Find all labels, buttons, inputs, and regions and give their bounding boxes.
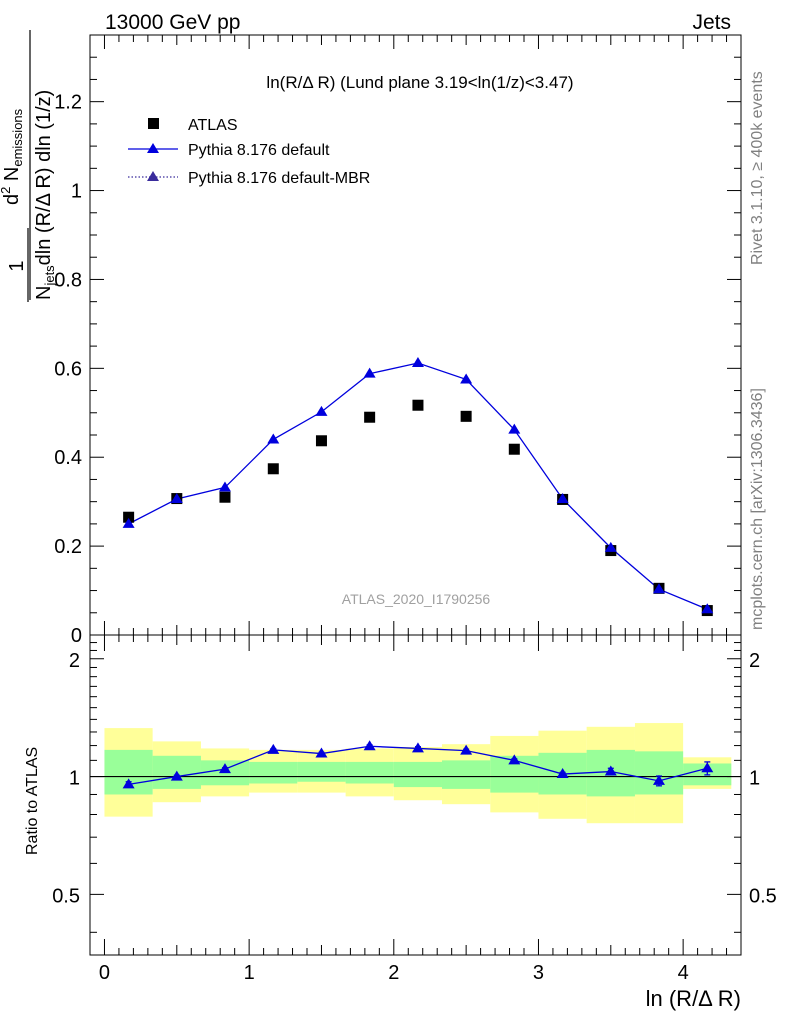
legend-pythia-label: Pythia 8.176 default xyxy=(188,142,330,159)
ratio-ytick-label-right: 1 xyxy=(749,768,760,790)
pythia-point xyxy=(604,541,617,552)
ylabel-numerator: d2 Nemissions xyxy=(0,108,25,205)
main-plot: 0 0.2 0.4 0.6 0.8 1 1.2 ln(R/Δ R) (Lund plane … xyxy=(0,30,742,647)
xtick-label: 2 xyxy=(388,962,399,984)
pythia-point xyxy=(170,493,183,503)
ratio-ylabel: Ratio to ATLAS xyxy=(24,747,41,855)
ratio-point xyxy=(218,763,231,774)
rivet-label: Rivet 3.1.10, ≥ 400k events xyxy=(749,71,766,265)
pythia-point xyxy=(701,603,714,614)
ratio-point xyxy=(701,762,714,773)
ratio-inner-band xyxy=(634,751,684,795)
main-ylabel: 1 Njetsdln (R/Δ R) dln (1/z) d2 Nemissio… xyxy=(0,30,57,302)
ratio-ytick-label-right: 0.5 xyxy=(749,885,777,907)
xtick-label: 4 xyxy=(678,962,689,984)
main-ytick-label: 0.8 xyxy=(54,269,82,291)
pythia-point xyxy=(267,433,280,444)
ratio-point xyxy=(122,778,135,789)
ratio-inner-band xyxy=(297,761,346,782)
ratio-point xyxy=(267,743,280,754)
pythia-point xyxy=(363,367,376,378)
ratio-inner-band xyxy=(441,760,491,789)
pythia-point xyxy=(556,493,569,503)
pythia-point xyxy=(315,405,328,416)
main-marks xyxy=(122,357,714,617)
ratio-ytick-label: 0.5 xyxy=(52,885,80,907)
ratio-point xyxy=(556,768,569,779)
atlas-point xyxy=(267,463,279,475)
main-ytick-label: 0.2 xyxy=(54,536,82,558)
pythia-point xyxy=(411,357,424,367)
main-ytick-label: 1 xyxy=(71,181,82,203)
legend-mbr-label: Pythia 8.176 default-MBR xyxy=(188,170,370,187)
ratio-marks xyxy=(90,723,741,824)
pythia-point xyxy=(508,423,521,434)
atlas-point xyxy=(364,411,376,423)
atlas-point xyxy=(412,399,424,411)
ratio-inner-band xyxy=(345,761,394,784)
ratio-point xyxy=(363,740,376,751)
header-right: Jets xyxy=(692,11,731,34)
atlas-point xyxy=(123,511,135,523)
main-ytick-label: 1.2 xyxy=(54,92,82,114)
atlas-point xyxy=(315,435,327,447)
ratio-ytick-label: 1 xyxy=(69,768,80,790)
pythia-point xyxy=(218,481,231,492)
atlas-point xyxy=(219,491,231,503)
pythia-point xyxy=(652,583,665,594)
legend-mbr-marker xyxy=(147,171,159,181)
ratio-plot-frame xyxy=(89,634,742,956)
watermark: ATLAS_2020_I1790256 xyxy=(342,591,491,607)
ratio-point xyxy=(170,770,183,781)
legend: ATLAS Pythia 8.176 default Pythia 8.176 … xyxy=(128,117,370,187)
legend-pythia-marker xyxy=(147,143,159,153)
main-ytick-label: 0.6 xyxy=(54,358,82,380)
main-ytick-label: 0.4 xyxy=(54,447,82,469)
ratio-point xyxy=(604,765,617,776)
xtick-label: 1 xyxy=(244,962,255,984)
ratio-point xyxy=(460,744,473,755)
legend-atlas-label: ATLAS xyxy=(188,117,238,134)
ylabel-njets: Njetsdln (R/Δ R) dln (1/z) xyxy=(33,90,57,300)
atlas-point xyxy=(460,410,472,422)
main-title: ln(R/Δ R) (Lund plane 3.19<ln(1/z)<3.47) xyxy=(266,73,573,92)
x-axis-label: ln (R/Δ R) xyxy=(646,986,741,1011)
ratio-point xyxy=(411,742,424,753)
ylabel-one: 1 xyxy=(6,260,28,271)
ratio-point xyxy=(652,774,665,785)
xtick-label: 0 xyxy=(99,962,110,984)
ratio-inner-band xyxy=(249,761,298,784)
ratio-ytick-label-right: 2 xyxy=(749,650,760,672)
main-ticks: 0 0.2 0.4 0.6 0.8 1 1.2 xyxy=(54,35,742,647)
xtick-label: 3 xyxy=(533,962,544,984)
pythia-point xyxy=(460,373,473,384)
pythia-point xyxy=(122,517,135,528)
mcplots-label: mcplots.cern.ch [arXiv:1306.3436] xyxy=(749,388,766,630)
ratio-ticks: 0.5 0.5 1 1 2 2 0 1 2 3 4 xyxy=(52,635,777,984)
ratio-point xyxy=(508,754,521,765)
main-ytick-label: 0 xyxy=(71,625,82,647)
ratio-point xyxy=(315,747,328,758)
header-left: 13000 GeV pp xyxy=(105,11,240,34)
ratio-inner-band xyxy=(393,761,442,788)
atlas-point xyxy=(508,443,520,455)
legend-atlas-marker xyxy=(148,118,159,129)
ratio-ytick-label: 2 xyxy=(69,650,80,672)
ratio-plot: 0.5 0.5 1 1 2 2 0 1 2 3 4 Ratio to ATLAS ln (R/Δ R… xyxy=(24,634,777,1011)
